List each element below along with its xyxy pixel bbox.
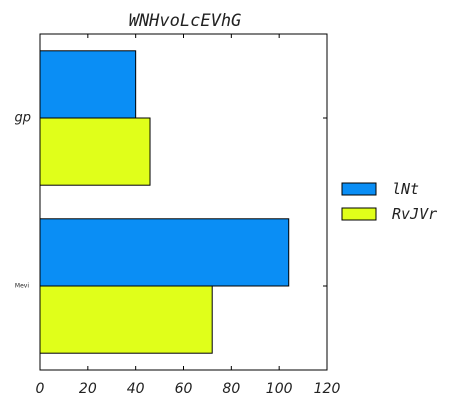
x-tick-label-80: 80: [222, 381, 240, 397]
x-tick-label-0: 0: [36, 381, 45, 397]
legend-label-rvjvr: RvJVr: [392, 205, 437, 223]
x-tick-label-20: 20: [79, 381, 97, 397]
legend-label-lnt: lNt: [392, 180, 419, 198]
bar-lnt-mevi: [40, 219, 289, 286]
legend-swatch-rvjvr: [342, 208, 376, 220]
bar-rvjvr-mevi: [40, 286, 212, 353]
chart-title: WNHvoLcEVhG: [129, 11, 242, 31]
x-tick-label-40: 40: [127, 381, 145, 397]
legend: lNt RvJVr: [342, 180, 437, 223]
x-tick-label-60: 60: [175, 381, 193, 397]
bar-lnt-gp: [40, 51, 136, 118]
x-tick-label-120: 120: [314, 381, 341, 397]
bars-group: [40, 51, 289, 353]
y-tick-label-gp: gp: [14, 111, 31, 126]
legend-swatch-lnt: [342, 183, 376, 195]
y-tick-label-mevi: Mevi: [15, 283, 29, 290]
bar-rvjvr-gp: [40, 118, 150, 185]
x-tick-label-100: 100: [266, 381, 293, 397]
